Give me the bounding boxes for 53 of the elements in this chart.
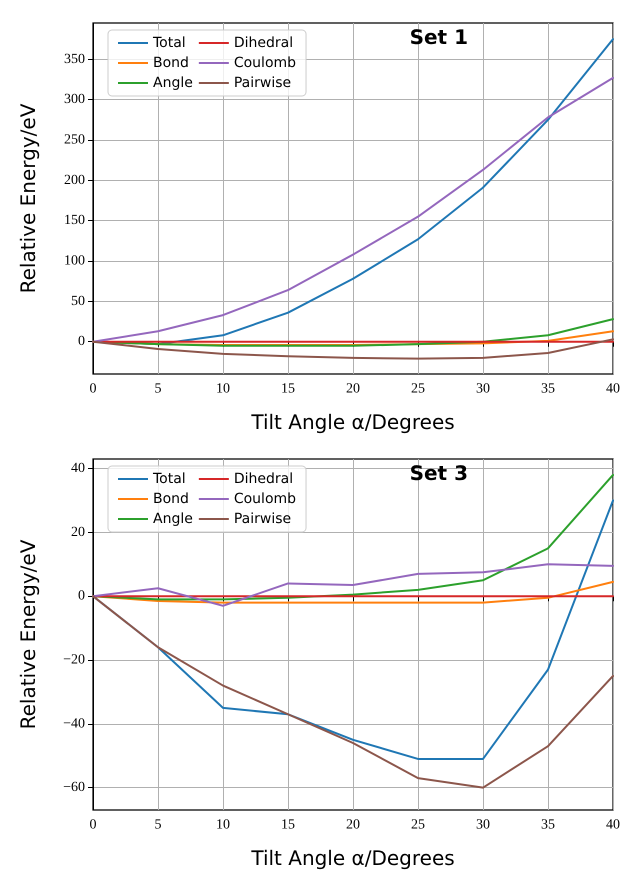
legend-label: Angle [153, 75, 193, 91]
legend-label: Coulomb [234, 55, 296, 71]
y-tick-label: 200 [64, 172, 85, 188]
x-axis-title: Tilt Angle α/Degrees [250, 410, 455, 434]
x-tick-label: 40 [606, 382, 620, 396]
y-tick-label: 250 [64, 132, 85, 148]
line-series [92, 563, 614, 607]
x-tick-label: 35 [541, 818, 555, 832]
legend-label: Dihedral [234, 35, 294, 51]
legend-label: Coulomb [234, 491, 296, 507]
x-tick-label: 30 [476, 818, 490, 832]
x-tick-label: 5 [154, 818, 162, 832]
y-tick-label: 150 [64, 213, 85, 228]
legend-label: Pairwise [234, 75, 292, 91]
legend-label: Pairwise [234, 511, 292, 527]
x-tick-label: 10 [216, 818, 230, 832]
y-tick-label: −60 [63, 780, 85, 796]
y-tick-label: 40 [71, 461, 85, 476]
y-axis-title: Relative Energy/eV [16, 539, 40, 730]
line-series [92, 595, 614, 789]
x-tick-label: 35 [541, 382, 555, 396]
x-tick-label: 20 [346, 382, 360, 396]
y-tick-label: 100 [64, 254, 85, 269]
line-series [92, 338, 614, 360]
legend-label: Total [152, 35, 186, 51]
x-tick-label: 5 [154, 382, 162, 396]
x-tick-label: 25 [411, 818, 425, 832]
legend-label: Bond [153, 491, 189, 507]
y-tick-label: 0 [78, 334, 85, 350]
x-tick-label: 30 [476, 382, 490, 396]
y-tick-label: 300 [64, 92, 85, 108]
x-tick-label: 15 [281, 818, 295, 832]
chart-title: Set 3 [410, 461, 468, 485]
x-tick-label: 10 [216, 382, 230, 396]
x-tick-label: 20 [346, 818, 360, 832]
legend-label: Dihedral [234, 471, 294, 487]
x-tick-label: 15 [281, 382, 295, 396]
y-tick-label: −20 [63, 652, 85, 668]
y-tick-label: 20 [71, 524, 85, 540]
x-tick-label: 0 [90, 382, 96, 396]
y-tick-label: −40 [63, 716, 85, 732]
legend-label: Bond [153, 55, 189, 71]
legend-label: Total [152, 471, 186, 487]
chart-title: Set 1 [410, 25, 468, 49]
legend-label: Angle [153, 511, 193, 527]
x-tick-label: 25 [411, 382, 425, 396]
y-tick-label: 350 [64, 52, 85, 67]
y-axis-title: Relative Energy/eV [16, 103, 40, 294]
x-axis-title: Tilt Angle α/Degrees [250, 846, 455, 870]
x-tick-label: 40 [606, 818, 620, 832]
x-tick-label: 0 [90, 818, 96, 832]
y-tick-label: 0 [78, 588, 85, 604]
y-tick-label: 50 [71, 294, 85, 309]
